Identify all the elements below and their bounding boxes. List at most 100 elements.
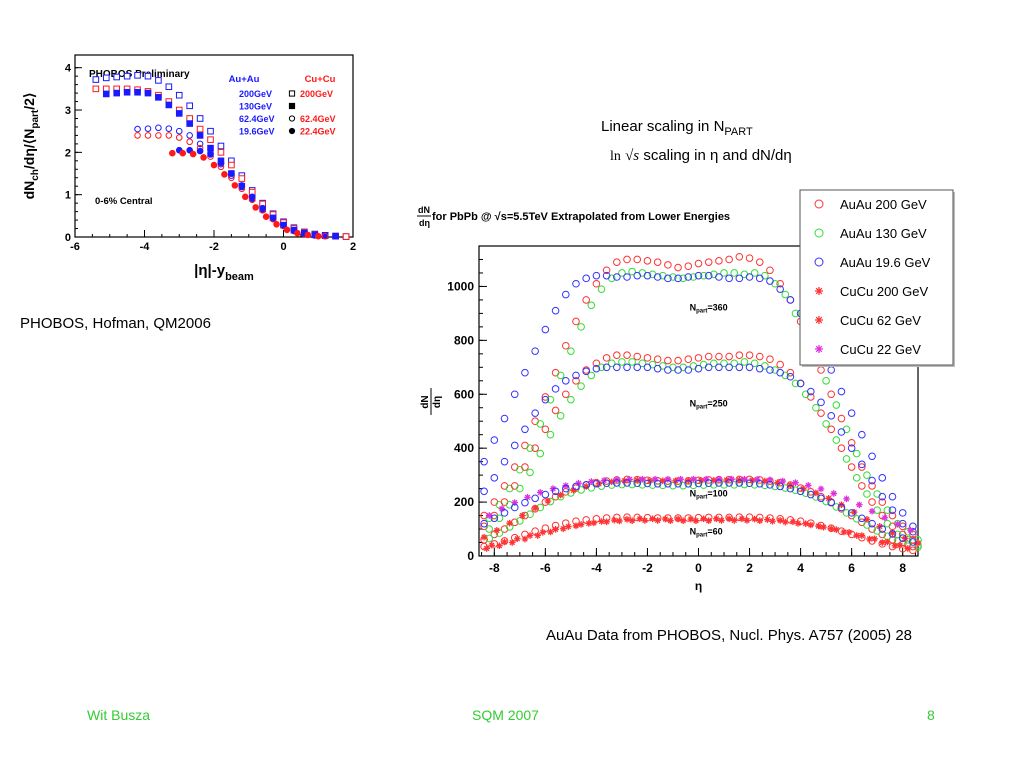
data-point — [868, 476, 876, 485]
caption-phobos-source: PHOBOS, Hofman, QM2006 — [20, 315, 211, 332]
data-point — [575, 479, 582, 487]
data-point — [587, 301, 596, 310]
x-tick-label: -4 — [140, 241, 151, 253]
data-point — [654, 517, 661, 524]
legend-auau-label: 200GeV — [239, 89, 272, 99]
data-point — [623, 516, 631, 523]
data-point — [618, 358, 626, 366]
data-point — [144, 125, 152, 132]
data-point — [653, 364, 662, 373]
data-point — [738, 515, 746, 523]
data-point — [735, 274, 744, 283]
npart-sub: part — [696, 532, 707, 538]
data-point — [196, 132, 204, 139]
data-point — [649, 515, 656, 523]
data-point — [781, 518, 789, 526]
footer-author: Wit Busza — [87, 707, 151, 723]
data-point — [134, 72, 141, 79]
y-axis-label-part: part — [30, 109, 41, 129]
data-point — [541, 425, 550, 434]
data-point — [294, 229, 301, 237]
legend-marker — [288, 115, 296, 122]
data-point — [241, 193, 249, 201]
data-point — [582, 367, 590, 376]
data-point — [837, 387, 846, 396]
data-point — [769, 517, 776, 525]
data-point — [490, 514, 499, 523]
y-tick-label: 1000 — [447, 279, 474, 293]
data-point — [577, 521, 585, 528]
data-point — [858, 514, 866, 523]
data-point — [888, 530, 897, 538]
x-tick-label: 6 — [848, 561, 855, 575]
data-point — [735, 479, 744, 487]
data-point — [500, 457, 509, 466]
legend-marker — [815, 316, 823, 324]
data-point — [653, 258, 662, 266]
data-point — [175, 91, 183, 99]
data-point — [526, 468, 534, 477]
data-point — [690, 475, 697, 483]
data-point — [884, 538, 891, 546]
data-point — [623, 273, 631, 281]
data-point — [694, 271, 703, 280]
data-point — [825, 495, 832, 502]
data-point — [817, 398, 825, 407]
legend-label: CuCu 62 GeV — [840, 313, 921, 328]
legend-label: CuCu 22 GeV — [840, 342, 921, 357]
data-point — [628, 517, 636, 524]
data-point — [501, 538, 508, 546]
data-point — [165, 132, 173, 139]
data-point — [704, 363, 713, 372]
data-point — [674, 356, 682, 365]
data-point — [490, 474, 499, 482]
data-point — [684, 262, 693, 271]
data-point — [878, 525, 887, 533]
data-point — [838, 501, 845, 509]
data-point — [552, 526, 559, 533]
data-point — [572, 522, 580, 530]
data-point — [259, 204, 266, 212]
data-point — [179, 149, 187, 157]
data-point — [868, 498, 876, 506]
data-point — [521, 368, 529, 377]
data-point — [623, 363, 631, 372]
data-point — [687, 515, 695, 523]
data-point — [207, 136, 214, 143]
data-point — [551, 487, 560, 496]
data-point — [914, 539, 922, 547]
data-point — [883, 519, 892, 528]
data-point — [155, 94, 162, 101]
data-point — [842, 509, 851, 517]
data-point — [646, 477, 654, 484]
data-point — [613, 273, 621, 281]
data-point — [175, 110, 183, 117]
x-tick-label: -6 — [70, 241, 80, 253]
data-point — [613, 479, 621, 487]
data-point — [588, 478, 595, 485]
data-point — [102, 74, 110, 82]
data-point — [704, 352, 713, 361]
data-point — [781, 484, 790, 492]
data-point — [618, 269, 626, 277]
data-point — [807, 490, 815, 499]
data-point — [802, 520, 809, 527]
data-point — [521, 535, 529, 543]
data-point — [641, 517, 649, 524]
data-point — [653, 273, 662, 281]
data-point — [700, 515, 707, 523]
data-point — [643, 363, 652, 372]
data-point — [496, 542, 503, 550]
data-point — [730, 359, 739, 368]
data-point — [592, 359, 601, 368]
legend-cucu-label: 22.4GeV — [300, 127, 336, 137]
data-point — [92, 76, 100, 83]
data-point — [774, 479, 781, 486]
data-point — [165, 101, 173, 109]
data-point — [498, 505, 506, 513]
data-point — [674, 515, 682, 523]
data-point — [252, 204, 259, 211]
data-point — [616, 517, 623, 525]
data-point — [745, 479, 754, 488]
data-point — [526, 444, 534, 452]
